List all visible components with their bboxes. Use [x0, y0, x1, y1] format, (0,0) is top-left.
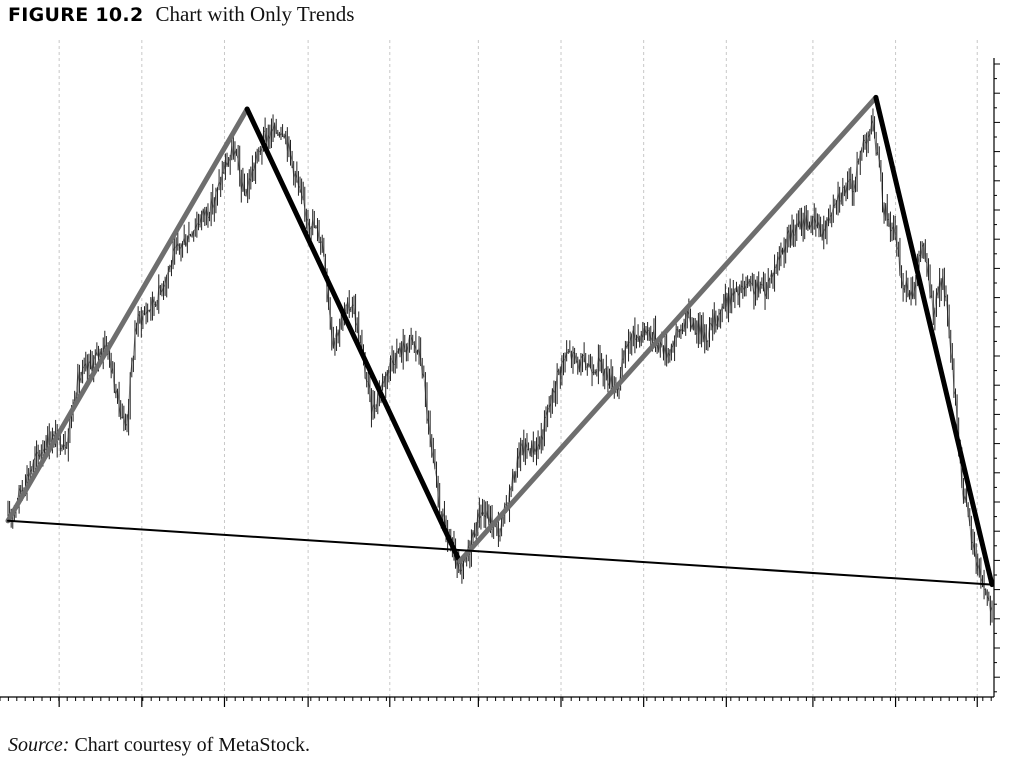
figure-header: FIGURE 10.2 Chart with Only Trends	[8, 2, 354, 32]
uptrend-trend-line	[5, 106, 250, 524]
figure-label: FIGURE 10.2	[8, 4, 144, 26]
trend-layer	[5, 94, 995, 588]
figure-title: Chart with Only Trends	[155, 2, 355, 26]
baseline-trend-line	[7, 519, 993, 586]
price-layer	[7, 108, 993, 626]
axis-layer	[0, 58, 1000, 707]
price-chart	[0, 40, 1000, 707]
uptrend-trend-line	[457, 94, 879, 564]
grid-layer	[58, 40, 978, 697]
figure-source: Source: Chart courtesy of MetaStock.	[8, 734, 310, 757]
downtrend-trend-line	[244, 106, 463, 564]
source-text: Chart courtesy of MetaStock.	[69, 734, 310, 756]
source-prefix: Source:	[8, 734, 70, 756]
price-series	[7, 119, 993, 612]
downtrend-trend-line	[873, 94, 995, 588]
